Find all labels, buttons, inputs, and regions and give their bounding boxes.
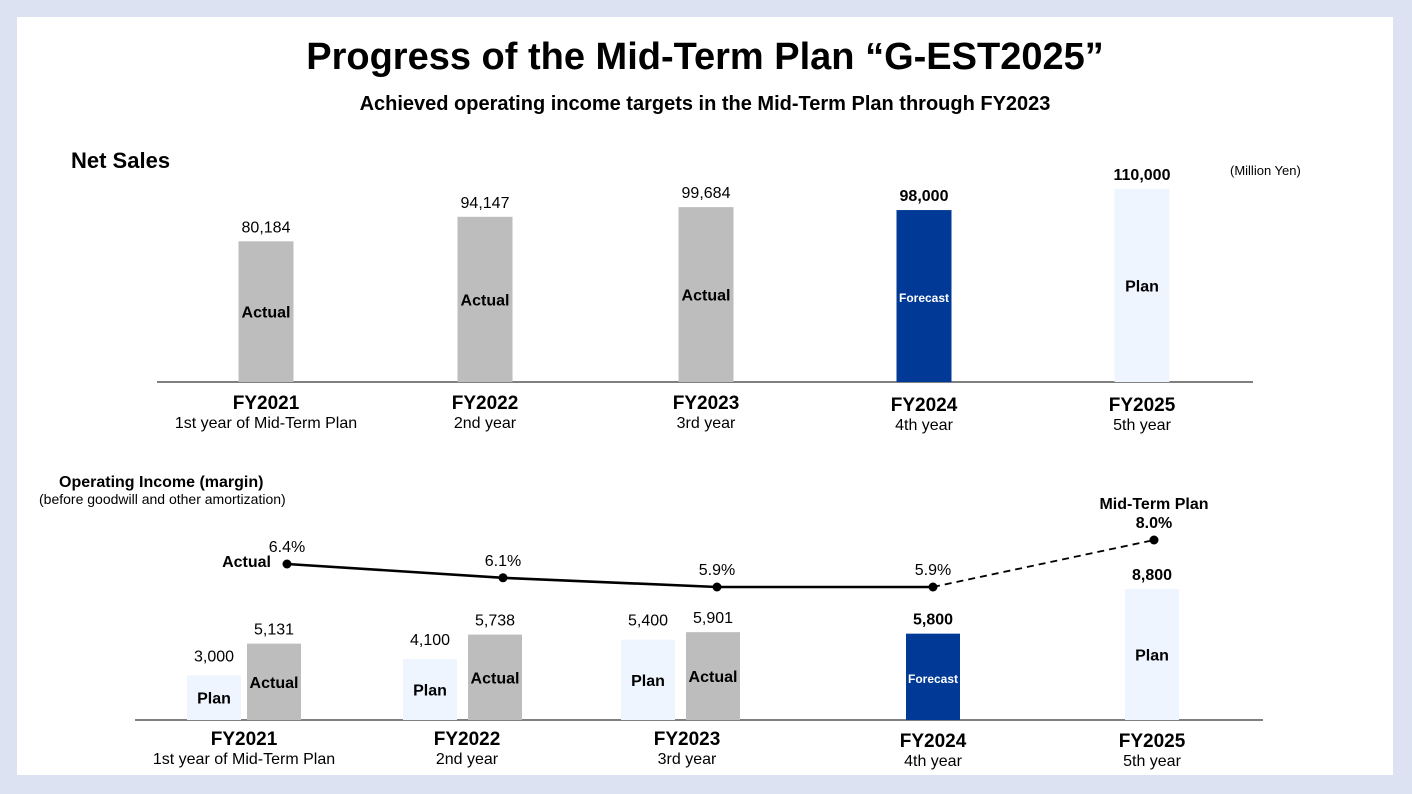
oi-plan-bar-fy2021: [187, 675, 241, 720]
oi-plan-bar-fy2022: [403, 658, 457, 720]
oi-plan-value-label: 3,000: [194, 648, 234, 665]
operating-income-title: Operating Income (margin): [59, 474, 263, 491]
oi-plan-bar-label: Plan: [197, 691, 231, 708]
oi-bar-label: Actual: [471, 670, 520, 687]
oi-bar-fy2023: [686, 632, 740, 720]
oi-plan-bar-label: Plan: [413, 682, 447, 699]
slide: Progress of the Mid-Term Plan “G-EST2025…: [17, 17, 1393, 775]
net-sales-category-sublabel: 1st year of Mid-Term Plan: [175, 415, 357, 432]
margin-point-fy2024: [928, 582, 938, 592]
net-sales-title: Net Sales: [71, 148, 170, 173]
operating-income-subtitle: (before goodwill and other amortization): [39, 491, 286, 507]
net-sales-bar-label: Plan: [1125, 279, 1159, 296]
oi-bar-fy2021: [247, 643, 301, 720]
oi-value-label: 5,131: [254, 622, 294, 639]
oi-plan-value-label: 5,400: [628, 613, 668, 630]
margin-point-fy2022: [498, 573, 508, 583]
net-sales-value-label: 94,147: [461, 195, 510, 212]
operating-income-chart: Operating Income (margin) (before goodwi…: [39, 474, 1263, 770]
net-sales-category-label: FY2023: [673, 393, 740, 414]
net-sales-category-label: FY2022: [452, 393, 519, 414]
oi-bar-fy2024: [906, 633, 960, 720]
page-subtitle: Achieved operating income targets in the…: [360, 93, 1051, 115]
net-sales-category-label: FY2024: [891, 395, 958, 416]
oi-bar-fy2025: [1125, 589, 1179, 720]
oi-bar-label: Forecast: [908, 672, 958, 686]
net-sales-bar-fy2021: [238, 241, 294, 382]
net-sales-category-sublabel: 2nd year: [454, 415, 517, 432]
oi-bar-label: Plan: [1135, 648, 1169, 665]
net-sales-category-sublabel: 4th year: [895, 417, 953, 434]
margin-value-label: 6.4%: [269, 539, 305, 556]
margin-value-label: 5.9%: [699, 562, 735, 579]
net-sales-category-label: FY2021: [233, 393, 300, 414]
margin-line-dashed-segment: [932, 539, 1155, 588]
oi-category-sublabel: 4th year: [904, 753, 962, 770]
net-sales-value-label: 110,000: [1114, 167, 1171, 184]
net-sales-value-label: 99,684: [682, 185, 731, 202]
oi-category-label: FY2025: [1119, 731, 1186, 752]
oi-plan-bar-label: Plan: [631, 673, 665, 690]
net-sales-bar-fy2023: [678, 207, 734, 382]
oi-value-label: 5,800: [913, 612, 953, 629]
oi-category-label: FY2023: [654, 729, 721, 750]
oi-category-label: FY2021: [211, 729, 278, 750]
oi-value-label: 5,738: [475, 613, 515, 630]
oi-bar-label: Actual: [689, 669, 738, 686]
margin-line-segment: [502, 576, 718, 589]
net-sales-unit: (Million Yen): [1230, 163, 1301, 178]
oi-category-sublabel: 1st year of Mid-Term Plan: [153, 751, 335, 768]
margin-value-label: 6.1%: [485, 553, 521, 570]
margin-line-segment: [286, 562, 504, 580]
net-sales-bar-label: Forecast: [899, 291, 949, 305]
net-sales-bar-fy2024: [896, 210, 952, 382]
net-sales-chart: Net Sales (Million Yen) 80,184 Actual FY20…: [71, 148, 1301, 434]
oi-category-sublabel: 2nd year: [436, 751, 499, 768]
oi-value-label: 8,800: [1132, 567, 1172, 584]
oi-bar-label: Actual: [250, 675, 299, 692]
margin-endpoint-label: Mid-Term Plan: [1099, 496, 1208, 513]
oi-plan-bar-fy2023: [621, 639, 675, 720]
net-sales-bar-label: Actual: [461, 292, 510, 309]
oi-plan-value-label: 4,100: [410, 632, 450, 649]
margin-value-label: 8.0%: [1136, 515, 1172, 532]
net-sales-bar-fy2025: [1114, 189, 1170, 382]
net-sales-value-label: 80,184: [242, 219, 291, 236]
oi-category-label: FY2022: [434, 729, 501, 750]
margin-line-label: Actual: [222, 554, 271, 571]
net-sales-category-sublabel: 3rd year: [677, 415, 736, 432]
margin-value-label: 5.9%: [915, 562, 951, 579]
oi-category-sublabel: 5th year: [1123, 753, 1181, 770]
net-sales-bar-fy2022: [457, 216, 513, 382]
net-sales-value-label: 98,000: [900, 188, 949, 205]
oi-category-sublabel: 3rd year: [658, 751, 717, 768]
margin-point-fy2023: [712, 582, 722, 592]
net-sales-bar-label: Actual: [682, 288, 731, 305]
oi-value-label: 5,901: [693, 610, 733, 627]
net-sales-category-sublabel: 5th year: [1113, 417, 1171, 434]
margin-point-fy2025: [1149, 535, 1159, 545]
chart-canvas: Progress of the Mid-Term Plan “G-EST2025…: [39, 36, 1301, 770]
margin-point-fy2021: [282, 559, 292, 569]
oi-bar-fy2022: [468, 634, 522, 720]
page-title: Progress of the Mid-Term Plan “G-EST2025…: [306, 36, 1103, 78]
net-sales-category-label: FY2025: [1109, 395, 1176, 416]
oi-category-label: FY2024: [900, 731, 967, 752]
net-sales-bar-label: Actual: [242, 305, 291, 322]
